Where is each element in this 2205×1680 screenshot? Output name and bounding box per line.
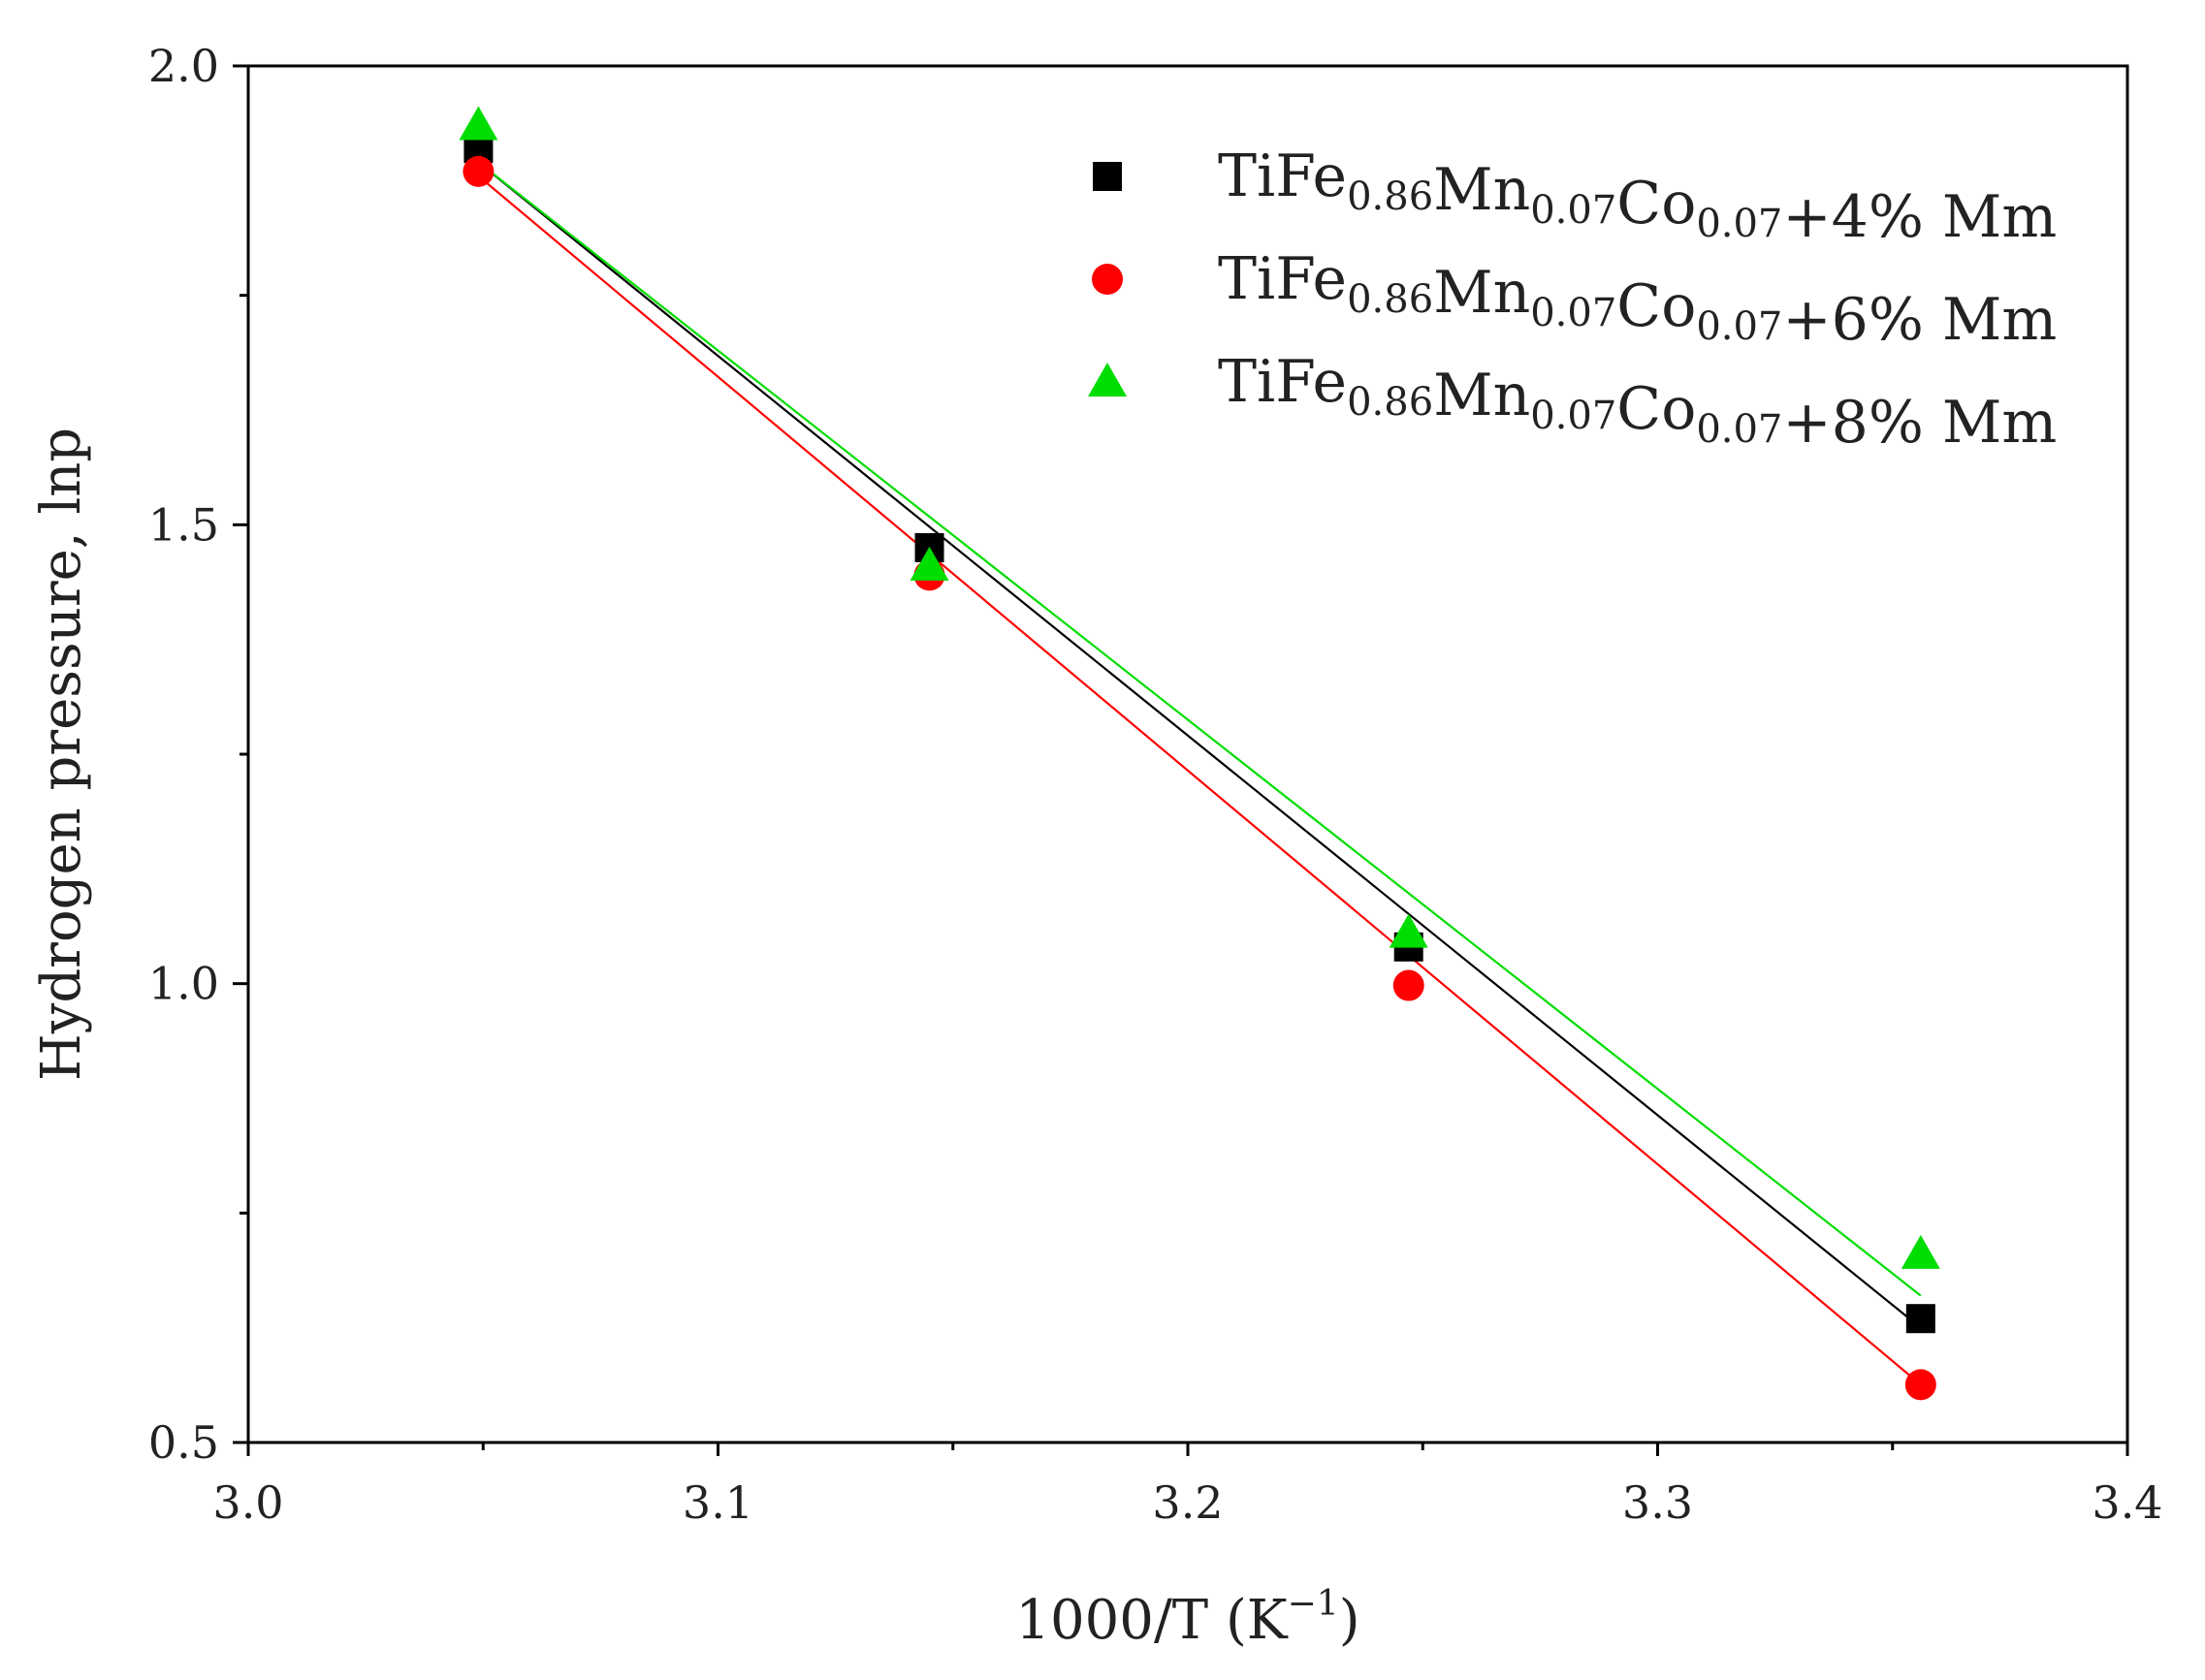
data-point-series-2 [1392,969,1424,1001]
legend: TiFe0.86Mn0.07Co0.07+4% MmTiFe0.86Mn0.07… [1088,143,2057,457]
fit-lines [477,161,1922,1386]
fit-line-series-3 [477,161,1922,1297]
x-tick-label: 3.4 [2092,1476,2162,1529]
x-tick-label: 3.1 [683,1476,753,1529]
data-point-series-2 [463,155,495,187]
legend-label-series-3: TiFe0.86Mn0.07Co0.07+8% Mm [1218,348,2057,457]
y-axis-title: Hydrogen pressure, lnp [30,428,93,1081]
legend-marker-series-3 [1088,363,1127,396]
data-point-series-3 [459,106,498,141]
fit-line-series-1 [477,161,1922,1329]
x-tick-label: 3.0 [212,1476,283,1529]
data-point-series-3 [1389,913,1428,948]
y-tick-label: 1.0 [148,958,219,1010]
legend-marker-series-1 [1093,162,1122,191]
x-tick-label: 3.3 [1622,1476,1693,1529]
data-point-series-3 [910,546,949,581]
x-axis-title: 1000/T (K−1) [1015,1584,1359,1652]
data-point-series-1 [1905,1304,1935,1334]
y-tick-label: 1.5 [148,498,219,551]
y-tick-label: 0.5 [148,1416,219,1469]
x-axis-ticks: 3.0 3.1 3.2 3.3 3.4 [212,1442,2163,1529]
x-tick-label: 3.2 [1152,1476,1223,1529]
legend-marker-series-2 [1092,264,1123,295]
data-point-series-3 [1901,1234,1940,1269]
legend-label-series-2: TiFe0.86Mn0.07Co0.07+6% Mm [1218,245,2057,354]
fit-line-series-2 [477,174,1922,1386]
data-point-series-2 [1904,1369,1936,1401]
y-axis-ticks: 0.5 1.0 1.5 2.0 [148,40,248,1469]
data-markers [459,106,1940,1401]
legend-label-series-1: TiFe0.86Mn0.07Co0.07+4% Mm [1218,143,2057,251]
y-tick-label: 2.0 [148,40,219,92]
